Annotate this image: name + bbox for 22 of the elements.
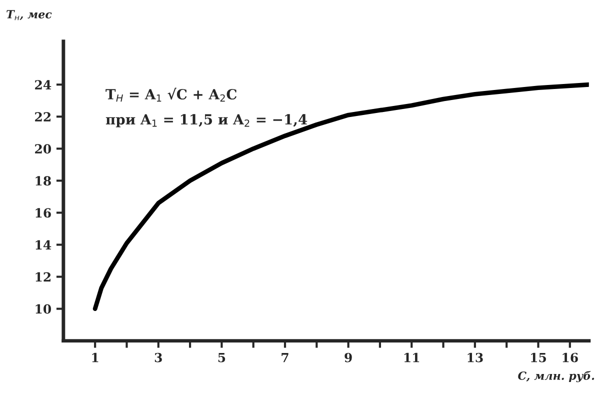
line-series: [92, 82, 589, 312]
x-tick-label: 1: [92, 352, 98, 362]
x-tick-label: 11: [404, 352, 420, 362]
x-tick-label: 16: [562, 352, 578, 362]
x-tick-label: 15: [531, 352, 546, 362]
y-tick-label: 22: [35, 112, 50, 122]
y-tick-label: 16: [36, 208, 51, 218]
x-tick-label: 13: [468, 352, 483, 362]
annotation: при A$_{1}$ = 11,5 и A$_{2}$ = −1,4: [106, 114, 308, 128]
x-tick-label: 9: [344, 352, 352, 362]
y-axis-title: T$_{н}$, мес: [6, 10, 52, 20]
x-axis-title: C, млн. руб.: [518, 370, 594, 382]
x-tick-label: 3: [154, 352, 162, 362]
y-tick-label: 10: [36, 304, 52, 314]
y-tick-label: 14: [36, 240, 52, 250]
y-tick-label: 20: [35, 144, 52, 154]
y-tick-label: 18: [36, 176, 51, 186]
x-tick-label: 7: [282, 353, 288, 362]
y-tick-label: 12: [36, 272, 50, 282]
y-tick-label: 24: [35, 80, 52, 90]
annotation: T$_{Н}$ = A$_{1}$ √C + A$_{2}$C: [106, 88, 237, 102]
x-tick-label: 5: [218, 353, 226, 362]
